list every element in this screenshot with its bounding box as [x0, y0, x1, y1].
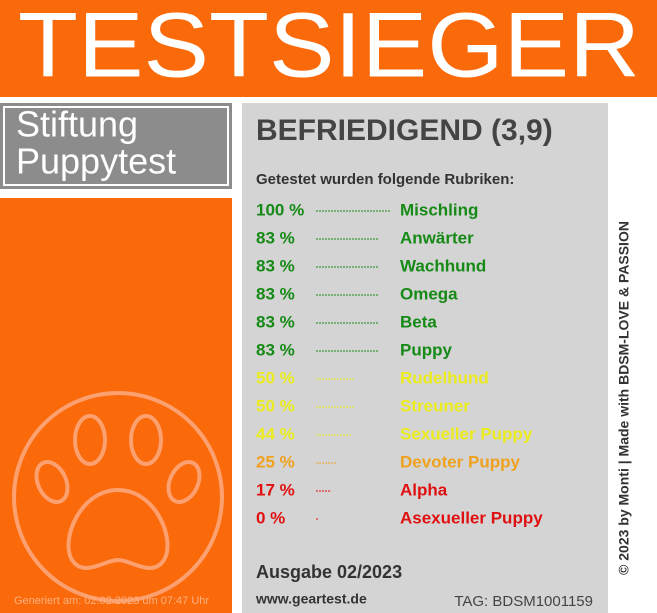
row-name: Anwärter [400, 228, 474, 247]
row-name: Beta [400, 312, 437, 331]
brand-border [3, 106, 229, 186]
row-percent: 100 % [256, 200, 304, 219]
row-name: Puppy [400, 340, 452, 359]
row-percent: 25 % [256, 452, 295, 471]
row-name: Omega [400, 284, 458, 303]
row-name: Sexueller Puppy [400, 424, 533, 443]
row-name: Streuner [400, 396, 470, 415]
row-name: Wachhund [400, 256, 486, 275]
row-percent: 50 % [256, 396, 295, 415]
row-name: Alpha [400, 480, 448, 499]
row-percent: 83 % [256, 284, 295, 303]
generated-note: Generiert am: 02.02.2023 um 07:47 Uhr [14, 595, 209, 607]
row-percent: 17 % [256, 480, 295, 499]
brand-line2: Puppytest [16, 141, 176, 182]
tag: TAG: BDSM1001159 [454, 593, 593, 610]
row-percent: 44 % [256, 424, 295, 443]
header-title: TESTSIEGER [18, 0, 640, 96]
side-panel [0, 198, 232, 613]
brand-line1: Stiftung [16, 104, 138, 145]
paw-icon [12, 391, 224, 603]
issue: Ausgabe 02/2023 [256, 562, 402, 582]
row-name: Devoter Puppy [400, 452, 521, 471]
row-percent: 83 % [256, 312, 295, 331]
row-percent: 83 % [256, 340, 295, 359]
header-band [0, 0, 657, 97]
row-percent: 50 % [256, 368, 295, 387]
intro: Getestet wurden folgende Rubriken: [256, 171, 514, 188]
row-name: Rudelhund [400, 368, 489, 387]
brand-box [0, 103, 232, 189]
website: www.geartest.de [255, 591, 367, 607]
row-name: Mischling [400, 200, 478, 219]
grade: BEFRIEDIGEND (3,9) [256, 114, 553, 147]
result-panel [242, 103, 608, 613]
row-percent: 83 % [256, 228, 295, 247]
copyright: © 2023 by Monti | Made with BDSM-LOVE & … [616, 221, 632, 575]
row-percent: 83 % [256, 256, 295, 275]
row-percent: 0 % [256, 508, 285, 527]
row-name: Asexueller Puppy [400, 508, 543, 527]
